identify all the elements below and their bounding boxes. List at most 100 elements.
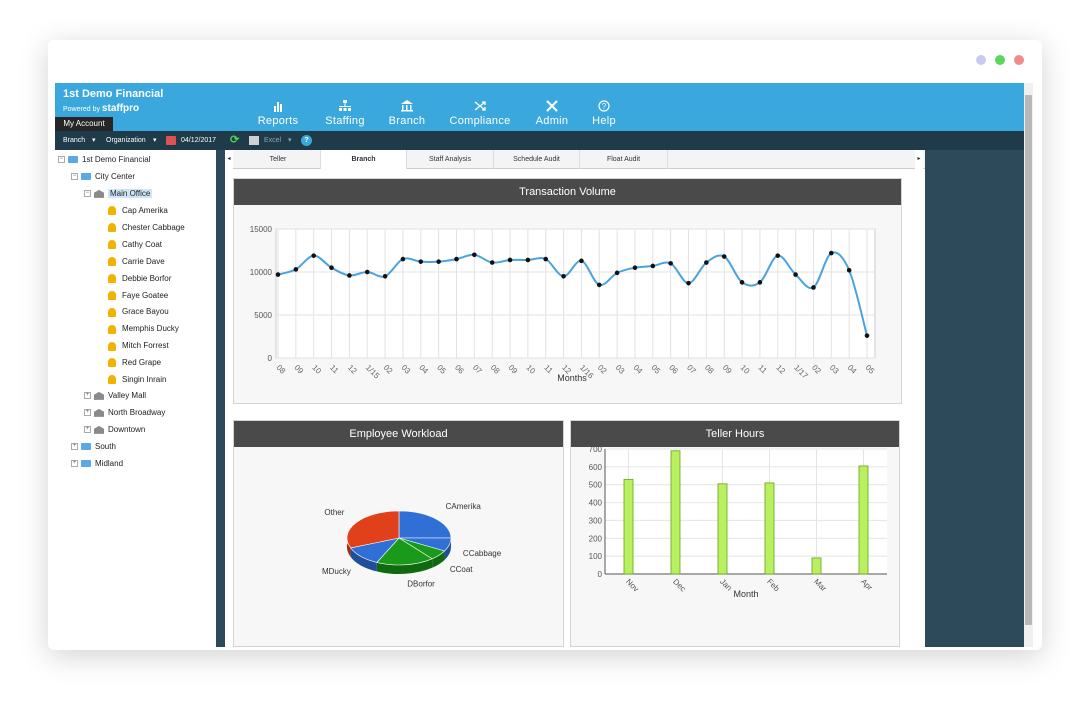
nav-reports[interactable]: Reports xyxy=(253,83,303,131)
data-point[interactable] xyxy=(311,253,316,258)
calendar-icon[interactable] xyxy=(166,136,176,145)
nav-admin[interactable]: Admin xyxy=(530,83,574,131)
data-point[interactable] xyxy=(650,263,656,269)
bar[interactable] xyxy=(623,478,634,575)
expand-icon[interactable]: + xyxy=(84,426,91,434)
nav-compliance[interactable]: Compliance xyxy=(445,83,515,131)
bar[interactable] xyxy=(717,483,728,575)
tab-schedule-audit[interactable]: Schedule Audit xyxy=(494,150,580,169)
data-point[interactable] xyxy=(668,261,673,266)
help-icon[interactable]: ? xyxy=(301,135,312,146)
data-point[interactable] xyxy=(293,267,299,272)
data-point[interactable] xyxy=(454,256,459,262)
data-point[interactable] xyxy=(704,260,709,265)
tree-region-item[interactable]: + South xyxy=(71,440,116,454)
bar[interactable] xyxy=(858,465,869,575)
tree-person-item[interactable]: Debbie Borfor xyxy=(108,272,171,286)
date-field[interactable]: 04/12/2017 xyxy=(181,137,217,144)
data-point[interactable] xyxy=(329,265,334,270)
expand-icon[interactable]: + xyxy=(84,409,91,417)
bar[interactable] xyxy=(811,557,822,575)
data-point[interactable] xyxy=(793,272,798,277)
data-point[interactable] xyxy=(829,250,834,256)
tab-scroll-left-icon[interactable]: ◂ xyxy=(225,150,233,169)
data-point[interactable] xyxy=(507,257,513,263)
collapse-icon[interactable]: − xyxy=(71,173,78,181)
organization-dropdown[interactable]: Organization xyxy=(106,137,146,144)
chevron-down-icon[interactable]: ▾ xyxy=(92,137,96,144)
tab-branch[interactable]: Branch xyxy=(321,150,407,169)
chevron-down-icon[interactable]: ▾ xyxy=(288,137,292,144)
pie-slice[interactable] xyxy=(376,537,433,566)
nav-help[interactable]: ? Help xyxy=(586,83,622,131)
tree-person-item[interactable]: Cathy Coat xyxy=(108,238,162,252)
tree-person-item[interactable]: Grace Bayou xyxy=(108,305,169,319)
vertical-scrollbar[interactable] xyxy=(1024,83,1033,647)
bar[interactable] xyxy=(670,450,681,575)
pie-slice[interactable] xyxy=(398,510,452,539)
tree-branch-item[interactable]: + North Broadway xyxy=(84,406,165,420)
nav-branch[interactable]: Branch xyxy=(384,83,430,131)
expand-icon[interactable]: + xyxy=(71,443,78,451)
window-dot-icon[interactable] xyxy=(976,55,986,65)
tree-person-item[interactable]: Carrie Dave xyxy=(108,255,165,269)
tree-branch-item[interactable]: + Valley Mall xyxy=(84,389,146,403)
tree-person-item[interactable]: Red Grape xyxy=(108,356,161,370)
tab-staff-analysis[interactable]: Staff Analysis xyxy=(407,150,494,169)
tab-teller[interactable]: Teller xyxy=(236,150,321,169)
tab-scroll-right-icon[interactable]: ▸ xyxy=(915,150,923,169)
tree-person-item[interactable]: Cap Amerika xyxy=(108,204,168,218)
data-point[interactable] xyxy=(686,280,691,286)
data-point[interactable] xyxy=(561,274,566,279)
spreadsheet-icon[interactable] xyxy=(249,136,259,145)
data-point[interactable] xyxy=(364,269,370,275)
data-point[interactable] xyxy=(632,265,638,270)
data-point[interactable] xyxy=(347,273,352,278)
data-point[interactable] xyxy=(382,274,388,279)
data-point[interactable] xyxy=(757,280,763,285)
collapse-icon[interactable]: − xyxy=(58,156,65,164)
data-point[interactable] xyxy=(739,280,745,285)
data-point[interactable] xyxy=(525,257,531,263)
data-point[interactable] xyxy=(489,260,495,265)
expand-icon[interactable]: + xyxy=(84,392,91,400)
bar[interactable] xyxy=(764,482,775,575)
data-point[interactable] xyxy=(543,256,549,262)
maximize-dot-icon[interactable] xyxy=(995,55,1005,65)
data-point[interactable] xyxy=(846,267,852,273)
branch-dropdown[interactable]: Branch xyxy=(63,137,86,144)
data-point[interactable] xyxy=(614,270,620,276)
my-account-button[interactable]: My Account xyxy=(55,117,113,131)
data-point[interactable] xyxy=(472,252,477,258)
data-point[interactable] xyxy=(436,259,441,264)
tree-node-city-center[interactable]: − City Center xyxy=(71,170,135,184)
tree-root[interactable]: − 1st Demo Financial xyxy=(58,153,150,167)
tree-person-item[interactable]: Mitch Forrest xyxy=(108,339,169,353)
refresh-icon[interactable]: ⟳ xyxy=(230,134,240,146)
tree-node-main-office[interactable]: − Main Office xyxy=(84,187,153,201)
tree-branch-item[interactable]: + Downtown xyxy=(84,423,145,437)
pie-slice[interactable] xyxy=(346,510,400,549)
data-point[interactable] xyxy=(579,258,584,264)
excel-button[interactable]: Excel xyxy=(264,137,282,144)
data-point[interactable] xyxy=(400,256,406,262)
tree-person-item[interactable]: Memphis Ducky xyxy=(108,322,179,336)
data-point[interactable] xyxy=(275,272,281,277)
tree-person-item[interactable]: Singin Inrain xyxy=(108,373,166,387)
chevron-down-icon[interactable]: ▾ xyxy=(153,137,157,144)
tree-person-item[interactable]: Faye Goatee xyxy=(108,289,168,303)
data-point[interactable] xyxy=(775,253,781,258)
data-point[interactable] xyxy=(596,282,602,288)
tree-region-item[interactable]: + Midland xyxy=(71,457,123,471)
collapse-icon[interactable]: − xyxy=(84,190,91,198)
data-point[interactable] xyxy=(721,254,727,259)
scrollbar-thumb[interactable] xyxy=(1025,95,1032,625)
tab-float-audit[interactable]: Float Audit xyxy=(580,150,668,169)
data-point[interactable] xyxy=(418,259,424,264)
close-dot-icon[interactable] xyxy=(1014,55,1024,65)
data-point[interactable] xyxy=(811,285,816,290)
nav-staffing[interactable]: Staffing xyxy=(320,83,370,131)
data-point[interactable] xyxy=(864,333,870,338)
expand-icon[interactable]: + xyxy=(71,460,78,468)
tree-person-item[interactable]: Chester Cabbage xyxy=(108,221,185,235)
